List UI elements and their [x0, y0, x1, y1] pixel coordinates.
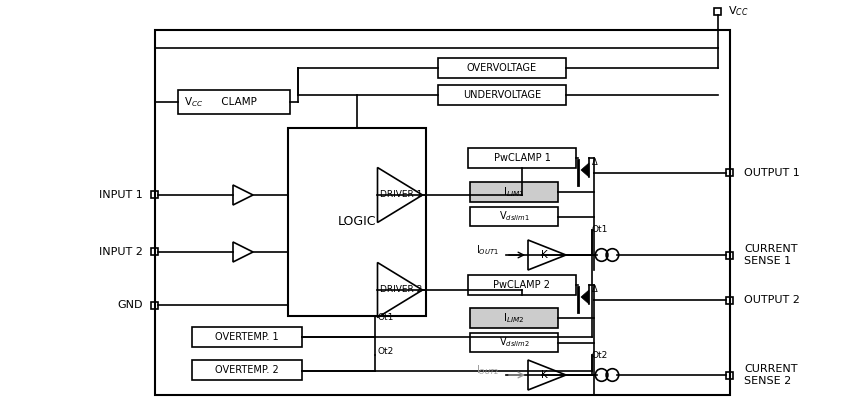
Bar: [726, 297, 733, 304]
Text: CURRENT: CURRENT: [743, 364, 797, 374]
Bar: [155, 30, 729, 395]
Bar: [469, 333, 557, 352]
Text: SENSE 2: SENSE 2: [743, 376, 791, 386]
Text: GND: GND: [118, 300, 143, 310]
Text: Ot1: Ot1: [591, 225, 607, 235]
Bar: [192, 327, 302, 347]
Text: SENSE 1: SENSE 1: [743, 256, 790, 266]
Bar: [726, 372, 733, 378]
Text: $\Delta$: $\Delta$: [590, 157, 598, 168]
Text: Ot2: Ot2: [377, 347, 394, 356]
Text: V$_{dslim2}$: V$_{dslim2}$: [498, 336, 529, 349]
Text: UNDERVOLTAGE: UNDERVOLTAGE: [463, 90, 540, 100]
Text: I$_{OUT2}$: I$_{OUT2}$: [475, 363, 498, 377]
Bar: [468, 148, 575, 168]
Bar: [152, 249, 158, 256]
Text: I$_{OUT1}$: I$_{OUT1}$: [475, 243, 498, 257]
Bar: [469, 207, 557, 226]
Text: INPUT 2: INPUT 2: [99, 247, 143, 257]
Text: K: K: [540, 250, 547, 260]
Bar: [714, 8, 721, 15]
Bar: [469, 308, 557, 328]
Text: DRIVER 1: DRIVER 1: [380, 190, 423, 199]
Text: INPUT 1: INPUT 1: [99, 190, 143, 200]
Text: I$_{LIM2}$: I$_{LIM2}$: [503, 311, 524, 325]
Text: V$_{dslim1}$: V$_{dslim1}$: [498, 210, 529, 223]
Text: V$_{CC}$: V$_{CC}$: [184, 95, 203, 109]
Bar: [178, 90, 290, 114]
Polygon shape: [580, 163, 589, 177]
Text: PwCLAMP 1: PwCLAMP 1: [493, 153, 550, 163]
Polygon shape: [580, 290, 589, 304]
Text: CLAMP: CLAMP: [218, 97, 256, 107]
Bar: [192, 360, 302, 380]
Text: $\Delta$: $\Delta$: [590, 283, 598, 294]
Text: PwCLAMP 2: PwCLAMP 2: [493, 280, 550, 290]
Text: K: K: [540, 370, 547, 380]
Text: V$_{CC}$: V$_{CC}$: [727, 4, 748, 18]
Text: OVERTEMP. 2: OVERTEMP. 2: [215, 365, 279, 375]
Text: Ot2: Ot2: [591, 351, 607, 359]
Text: Ot1: Ot1: [377, 313, 394, 323]
Bar: [726, 169, 733, 176]
Bar: [726, 252, 733, 259]
Text: LOGIC: LOGIC: [337, 216, 376, 228]
Bar: [468, 275, 575, 295]
Text: OVERVOLTAGE: OVERVOLTAGE: [466, 63, 537, 73]
Text: I$_{LIM1}$: I$_{LIM1}$: [503, 185, 524, 199]
Text: DRIVER 2: DRIVER 2: [380, 285, 423, 294]
Bar: [288, 128, 425, 316]
Text: OUTPUT 1: OUTPUT 1: [743, 168, 799, 178]
Bar: [152, 301, 158, 309]
Bar: [437, 58, 566, 78]
Bar: [437, 85, 566, 105]
Text: OUTPUT 2: OUTPUT 2: [743, 295, 799, 305]
Text: CURRENT: CURRENT: [743, 244, 797, 254]
Bar: [469, 182, 557, 202]
Bar: [152, 192, 158, 199]
Text: OVERTEMP. 1: OVERTEMP. 1: [215, 332, 279, 342]
